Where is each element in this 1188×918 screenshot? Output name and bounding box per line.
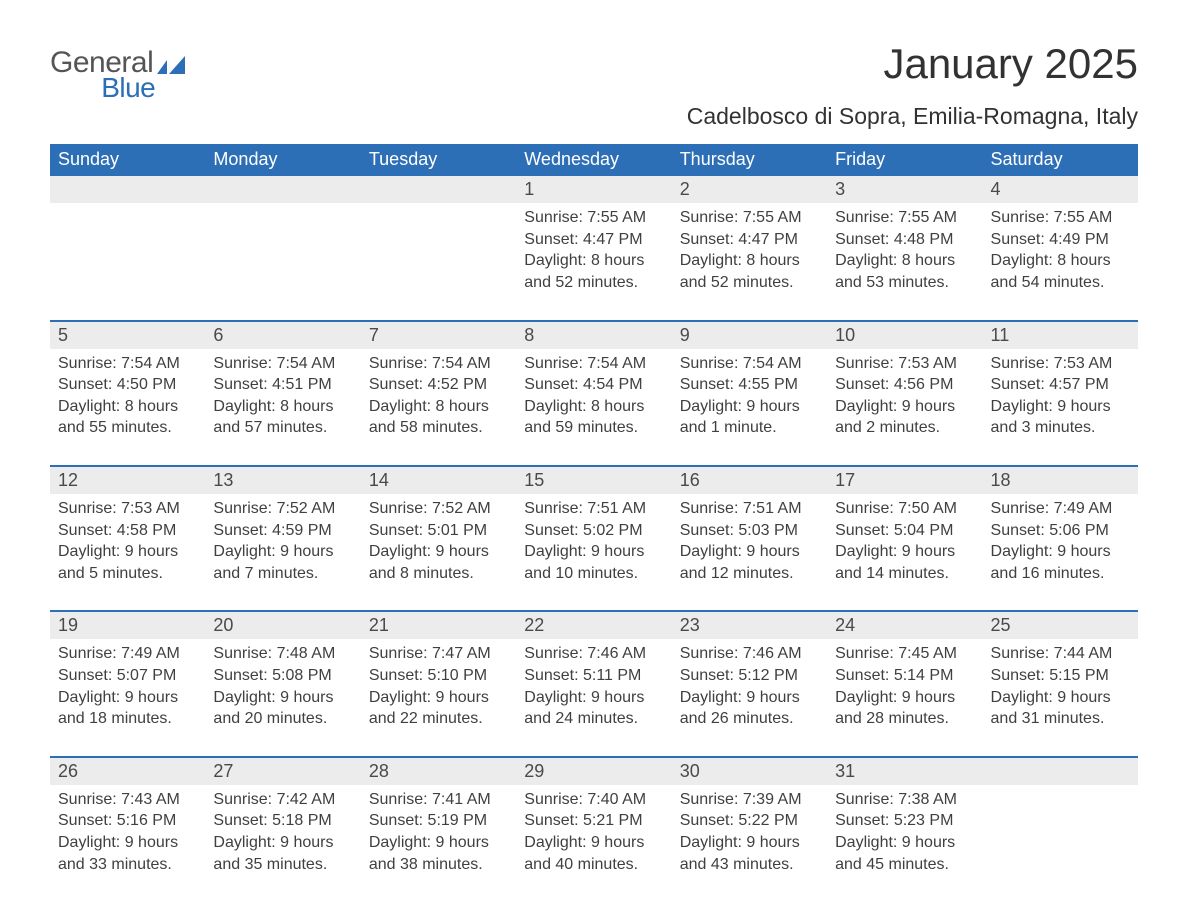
day-number: 27 [205,757,360,785]
logo-flag-icon [157,56,185,78]
day-number: 31 [827,757,982,785]
day-cell: Sunrise: 7:55 AMSunset: 4:47 PMDaylight:… [516,203,671,320]
day-of-week-header: Tuesday [361,144,516,176]
day-cell: Sunrise: 7:41 AMSunset: 5:19 PMDaylight:… [361,785,516,901]
day-number: 21 [361,611,516,639]
calendar-table: SundayMondayTuesdayWednesdayThursdayFrid… [50,144,1138,901]
page-title: January 2025 [883,40,1138,88]
empty-day-cell [361,203,516,320]
header: General Blue January 2025 [50,40,1138,99]
day-body-row: Sunrise: 7:43 AMSunset: 5:16 PMDaylight:… [50,785,1138,901]
day-number: 2 [672,176,827,203]
day-number: 10 [827,321,982,349]
empty-day-cell [205,203,360,320]
day-number: 14 [361,466,516,494]
day-cell: Sunrise: 7:55 AMSunset: 4:48 PMDaylight:… [827,203,982,320]
day-cell: Sunrise: 7:54 AMSunset: 4:52 PMDaylight:… [361,349,516,466]
day-number-row: 1234 [50,176,1138,203]
day-cell: Sunrise: 7:45 AMSunset: 5:14 PMDaylight:… [827,639,982,756]
day-number: 24 [827,611,982,639]
day-cell: Sunrise: 7:55 AMSunset: 4:49 PMDaylight:… [983,203,1138,320]
day-of-week-header-row: SundayMondayTuesdayWednesdayThursdayFrid… [50,144,1138,176]
day-number: 18 [983,466,1138,494]
empty-day-number [361,176,516,203]
day-cell: Sunrise: 7:53 AMSunset: 4:57 PMDaylight:… [983,349,1138,466]
day-cell: Sunrise: 7:52 AMSunset: 5:01 PMDaylight:… [361,494,516,611]
day-cell: Sunrise: 7:50 AMSunset: 5:04 PMDaylight:… [827,494,982,611]
day-number: 8 [516,321,671,349]
day-cell: Sunrise: 7:53 AMSunset: 4:58 PMDaylight:… [50,494,205,611]
day-number: 19 [50,611,205,639]
day-number: 15 [516,466,671,494]
empty-day-number [983,757,1138,785]
day-number: 20 [205,611,360,639]
day-number-row: 12131415161718 [50,466,1138,494]
day-number-row: 262728293031 [50,757,1138,785]
day-cell: Sunrise: 7:55 AMSunset: 4:47 PMDaylight:… [672,203,827,320]
day-number: 23 [672,611,827,639]
empty-day-cell [983,785,1138,901]
day-cell: Sunrise: 7:49 AMSunset: 5:07 PMDaylight:… [50,639,205,756]
day-number: 22 [516,611,671,639]
day-number: 26 [50,757,205,785]
day-number: 12 [50,466,205,494]
day-number: 1 [516,176,671,203]
empty-day-number [205,176,360,203]
day-cell: Sunrise: 7:54 AMSunset: 4:51 PMDaylight:… [205,349,360,466]
day-number: 7 [361,321,516,349]
day-cell: Sunrise: 7:44 AMSunset: 5:15 PMDaylight:… [983,639,1138,756]
day-cell: Sunrise: 7:38 AMSunset: 5:23 PMDaylight:… [827,785,982,901]
logo: General Blue [50,50,185,99]
day-number: 29 [516,757,671,785]
day-cell: Sunrise: 7:42 AMSunset: 5:18 PMDaylight:… [205,785,360,901]
empty-day-cell [50,203,205,320]
day-cell: Sunrise: 7:49 AMSunset: 5:06 PMDaylight:… [983,494,1138,611]
day-cell: Sunrise: 7:40 AMSunset: 5:21 PMDaylight:… [516,785,671,901]
day-of-week-header: Friday [827,144,982,176]
day-number: 13 [205,466,360,494]
day-body-row: Sunrise: 7:53 AMSunset: 4:58 PMDaylight:… [50,494,1138,611]
day-number: 11 [983,321,1138,349]
day-number: 17 [827,466,982,494]
day-number: 4 [983,176,1138,203]
day-cell: Sunrise: 7:46 AMSunset: 5:12 PMDaylight:… [672,639,827,756]
day-cell: Sunrise: 7:53 AMSunset: 4:56 PMDaylight:… [827,349,982,466]
location-subtitle: Cadelbosco di Sopra, Emilia-Romagna, Ita… [50,103,1138,130]
day-number: 3 [827,176,982,203]
day-cell: Sunrise: 7:43 AMSunset: 5:16 PMDaylight:… [50,785,205,901]
day-number: 6 [205,321,360,349]
day-of-week-header: Wednesday [516,144,671,176]
logo-text-blue: Blue [101,76,155,100]
day-number: 30 [672,757,827,785]
day-of-week-header: Sunday [50,144,205,176]
day-cell: Sunrise: 7:51 AMSunset: 5:02 PMDaylight:… [516,494,671,611]
day-cell: Sunrise: 7:39 AMSunset: 5:22 PMDaylight:… [672,785,827,901]
day-of-week-header: Saturday [983,144,1138,176]
day-number-row: 567891011 [50,321,1138,349]
day-of-week-header: Monday [205,144,360,176]
day-cell: Sunrise: 7:52 AMSunset: 4:59 PMDaylight:… [205,494,360,611]
day-number: 25 [983,611,1138,639]
day-cell: Sunrise: 7:46 AMSunset: 5:11 PMDaylight:… [516,639,671,756]
day-body-row: Sunrise: 7:55 AMSunset: 4:47 PMDaylight:… [50,203,1138,320]
empty-day-number [50,176,205,203]
day-number: 16 [672,466,827,494]
day-cell: Sunrise: 7:48 AMSunset: 5:08 PMDaylight:… [205,639,360,756]
day-cell: Sunrise: 7:54 AMSunset: 4:54 PMDaylight:… [516,349,671,466]
day-body-row: Sunrise: 7:49 AMSunset: 5:07 PMDaylight:… [50,639,1138,756]
day-cell: Sunrise: 7:47 AMSunset: 5:10 PMDaylight:… [361,639,516,756]
day-body-row: Sunrise: 7:54 AMSunset: 4:50 PMDaylight:… [50,349,1138,466]
day-number-row: 19202122232425 [50,611,1138,639]
day-cell: Sunrise: 7:51 AMSunset: 5:03 PMDaylight:… [672,494,827,611]
day-cell: Sunrise: 7:54 AMSunset: 4:50 PMDaylight:… [50,349,205,466]
day-number: 5 [50,321,205,349]
day-cell: Sunrise: 7:54 AMSunset: 4:55 PMDaylight:… [672,349,827,466]
day-number: 28 [361,757,516,785]
day-number: 9 [672,321,827,349]
day-of-week-header: Thursday [672,144,827,176]
